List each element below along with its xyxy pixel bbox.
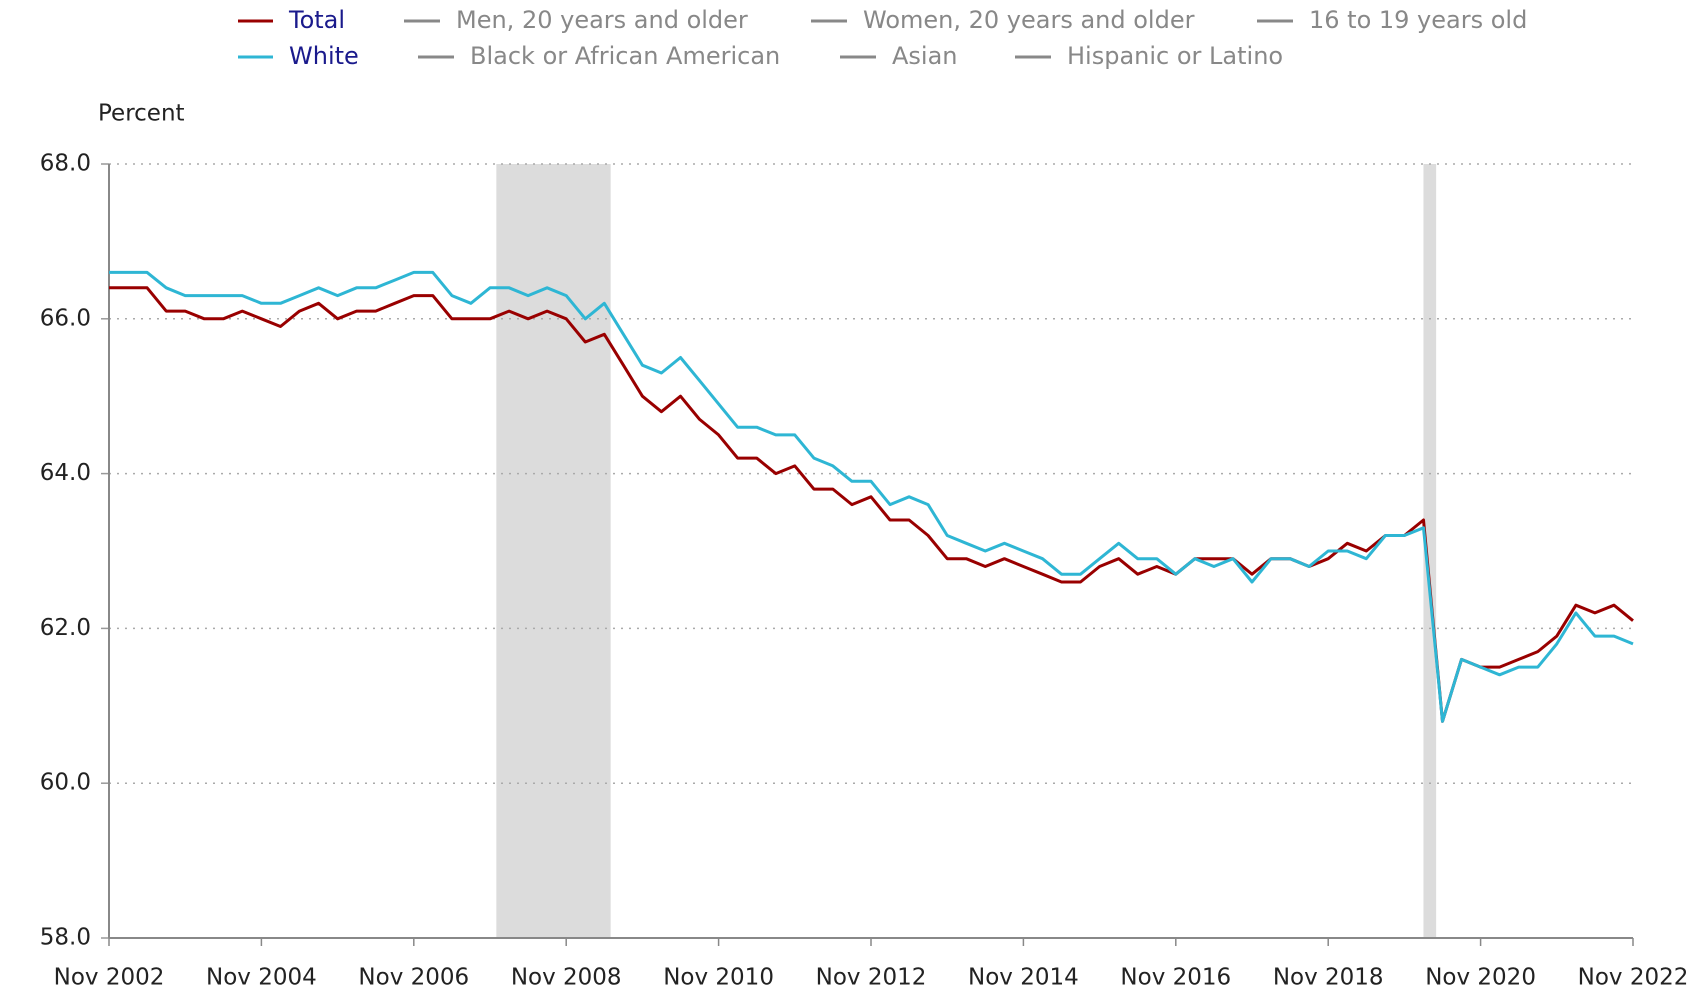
x-tick-label: Nov 2010 bbox=[663, 965, 774, 987]
legend-label: 16 to 19 years old bbox=[1309, 6, 1527, 34]
y-tick-label: 64.0 bbox=[40, 460, 91, 486]
y-tick-label: 60.0 bbox=[40, 770, 91, 796]
x-tick-label: Nov 2004 bbox=[206, 965, 317, 987]
recession-band bbox=[496, 164, 611, 938]
x-tick-label: Nov 2022 bbox=[1578, 965, 1689, 987]
y-axis-title: Percent bbox=[98, 101, 185, 127]
x-tick-label: Nov 2008 bbox=[511, 965, 622, 987]
legend-label: Men, 20 years and older bbox=[456, 6, 748, 34]
legend-label: Hispanic or Latino bbox=[1067, 42, 1283, 70]
series-line bbox=[109, 286, 1634, 723]
recession-band bbox=[1423, 164, 1437, 938]
y-tick-label: 66.0 bbox=[40, 305, 91, 331]
legend-label: Asian bbox=[892, 42, 958, 70]
x-tick-label: Nov 2002 bbox=[54, 965, 165, 987]
x-tick-label: Nov 2006 bbox=[358, 965, 469, 987]
x-tick-label: Nov 2020 bbox=[1425, 965, 1536, 987]
x-tick-label: Nov 2018 bbox=[1273, 965, 1384, 987]
y-tick-label: 68.0 bbox=[40, 151, 91, 177]
legend-label: Women, 20 years and older bbox=[863, 6, 1195, 34]
legend-label: Total bbox=[288, 6, 345, 34]
y-tick-label: 62.0 bbox=[40, 615, 91, 641]
x-tick-label: Nov 2016 bbox=[1120, 965, 1231, 987]
legend-label: Black or African American bbox=[470, 42, 780, 70]
x-tick-label: Nov 2012 bbox=[816, 965, 927, 987]
y-tick-label: 58.0 bbox=[40, 925, 91, 951]
legend-label: White bbox=[289, 42, 359, 70]
series-line bbox=[109, 270, 1634, 723]
x-tick-label: Nov 2014 bbox=[968, 965, 1079, 987]
